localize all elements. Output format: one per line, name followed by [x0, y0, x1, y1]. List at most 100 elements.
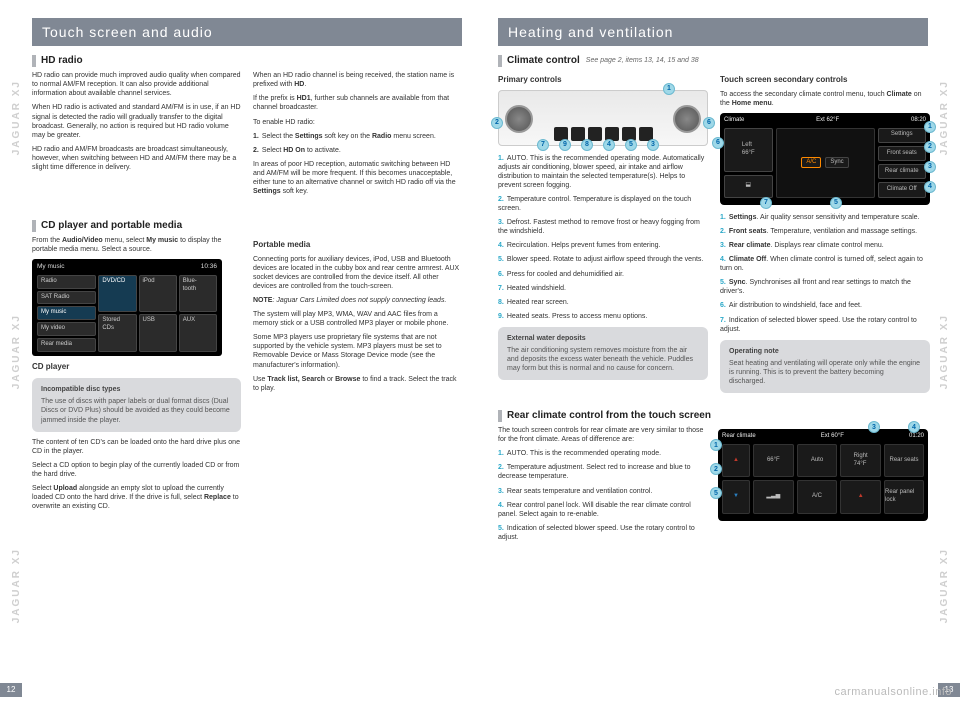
ts-rearclimate[interactable]: Rear climate — [878, 164, 927, 179]
rc-temp-up[interactable]: ▲ — [722, 444, 750, 478]
ts-left-temp[interactable]: Left 66°F — [724, 128, 773, 172]
section-sub: See page 2, items 13, 14, 15 and 38 — [586, 56, 699, 65]
screen-grid: DVD/CD iPod Blue- tooth Stored CDs USB A… — [98, 275, 217, 352]
ts-sync[interactable]: Sync — [825, 157, 848, 169]
primary-head: Primary controls — [498, 75, 708, 85]
rc-auto[interactable]: Auto — [797, 444, 838, 478]
rc-temp-up-r[interactable]: ▲ — [840, 480, 881, 514]
callout-bubble: 2 — [710, 463, 722, 475]
callout-bubble: 6 — [703, 117, 715, 129]
ts-dist-icon[interactable]: ⬓ — [724, 175, 773, 198]
cd-col-right: Portable media Connecting ports for auxi… — [253, 236, 462, 516]
section-hd-radio: HD radio — [32, 54, 462, 67]
list-item: 2.Temperature adjustment. Select red to … — [498, 463, 706, 481]
spread: JAGUAR XJ JAGUAR XJ JAGUAR XJ Touch scre… — [0, 0, 960, 703]
callout-bubble: 9 — [559, 139, 571, 151]
spine-left: JAGUAR XJ JAGUAR XJ JAGUAR XJ — [2, 0, 30, 703]
list-item: 3.Rear seats temperature and ventilation… — [498, 487, 706, 496]
rc-ac[interactable]: A/C — [797, 480, 838, 514]
rc-list: 1.AUTO. This is the recommended operatin… — [498, 449, 706, 542]
section-climate: Climate control See page 2, items 13, 14… — [498, 54, 928, 67]
ts-ac[interactable]: A/C — [801, 157, 821, 169]
hd-p1: HD radio can provide much improved audio… — [32, 71, 241, 98]
list-item: 2.Front seats. Temperature, ventilation … — [720, 227, 930, 236]
page-number-left: 12 — [0, 683, 22, 697]
pm-head: Portable media — [253, 240, 462, 250]
callout-bubble: 5 — [625, 139, 637, 151]
callout-bubble: 5 — [830, 197, 842, 209]
list-item: 4.Recirculation. Helps prevent fumes fro… — [498, 241, 708, 250]
tab-mymusic[interactable]: My music — [37, 306, 96, 320]
src-usb[interactable]: USB — [139, 314, 177, 352]
cd-p5: Select a CD option to begin play of the … — [32, 461, 241, 479]
warn-disc: Incompatible disc types The use of discs… — [32, 378, 241, 431]
list-item: 7.Heated windshield. — [498, 284, 708, 293]
section-cd: CD player and portable media — [32, 219, 462, 232]
spine-text: JAGUAR XJ — [938, 314, 951, 389]
rc-temp-dn[interactable]: ▼ — [722, 480, 750, 514]
rc-screen: Rear climate Ext 60°F 01:20 ▲ 66°F Auto … — [718, 429, 928, 521]
ts-head: Touch screen secondary controls — [720, 75, 930, 85]
rc-blower[interactable]: ▂▃▅ — [753, 480, 794, 514]
list-item: 3.Defrost. Fastest method to remove fros… — [498, 218, 708, 236]
hd-r4: In areas of poor HD reception, automatic… — [253, 160, 462, 196]
tab-sat[interactable]: SAT Radio — [37, 291, 96, 305]
page-left: JAGUAR XJ JAGUAR XJ JAGUAR XJ Touch scre… — [0, 0, 480, 703]
section-heading: CD player and portable media — [41, 219, 182, 232]
cd-caption: CD player — [32, 362, 241, 372]
src-aux[interactable]: AUX — [179, 314, 217, 352]
src-bt[interactable]: Blue- tooth — [179, 275, 217, 312]
right-dial — [673, 105, 701, 133]
spine-right: JAGUAR XJ JAGUAR XJ JAGUAR XJ — [930, 0, 958, 703]
ts-settings[interactable]: Settings — [878, 128, 927, 143]
src-ipod[interactable]: iPod — [139, 275, 177, 312]
callout-bubble: 2 — [924, 141, 936, 153]
hd-r3: To enable HD radio: — [253, 118, 462, 127]
pm-p2: The system will play MP3, WMA, WAV and A… — [253, 310, 462, 328]
list-item: 1.Settings. Air quality sensor sensitivi… — [720, 213, 930, 222]
tab-radio[interactable]: Radio — [37, 275, 96, 289]
ts-center: A/C Sync — [776, 128, 875, 198]
hd-p2: When HD radio is activated and standard … — [32, 103, 241, 139]
src-dvdcd[interactable]: DVD/CD — [98, 275, 136, 312]
section-heading: Climate control — [507, 54, 580, 67]
list-item: 6.Press for cooled and dehumidified air. — [498, 270, 708, 279]
left-dial — [505, 105, 533, 133]
ts-climateoff[interactable]: Climate Off — [878, 182, 927, 197]
list-item: 1.AUTO. This is the recommended operatin… — [498, 449, 706, 458]
cd-col-left: From the Audio/Video menu, select My mus… — [32, 236, 241, 516]
rc-rear-seats[interactable]: Rear seats — [884, 444, 924, 478]
cc-col-left: Primary controls 126798453 1.AUTO. This … — [498, 71, 708, 399]
section-heading: HD radio — [41, 54, 83, 67]
spine-text: JAGUAR XJ — [10, 80, 23, 155]
callout-bubble: 7 — [537, 139, 549, 151]
cc-columns: Primary controls 126798453 1.AUTO. This … — [498, 71, 928, 399]
page-right: JAGUAR XJ JAGUAR XJ JAGUAR XJ Heating an… — [480, 0, 960, 703]
tab-rearmedia[interactable]: Rear media — [37, 338, 96, 352]
src-stored[interactable]: Stored CDs — [98, 314, 136, 352]
callout-bubble: 5 — [710, 487, 722, 499]
callout-bubble: 1 — [663, 83, 675, 95]
ts-frontseats[interactable]: Front seats — [878, 146, 927, 161]
rc-left-temp: 66°F — [753, 444, 794, 478]
hd-r2: If the prefix is HD1, further sub channe… — [253, 94, 462, 112]
pm-p1: Connecting ports for auxiliary devices, … — [253, 255, 462, 291]
list-item: 5.Indication of selected blower speed. U… — [498, 524, 706, 542]
pm-note: NOTE: Jaguar Cars Limited does not suppl… — [253, 296, 462, 305]
pm-p4: Use Track list, Search or Browse to find… — [253, 375, 462, 393]
callout-bubble: 4 — [924, 181, 936, 193]
list-item: 4.Rear control panel lock. Will disable … — [498, 501, 706, 519]
list-item: 8.Heated rear screen. — [498, 298, 708, 307]
screen-side-tabs: Radio SAT Radio My music My video Rear m… — [37, 275, 96, 352]
callout-bubble: 3 — [868, 421, 880, 433]
tab-myvideo[interactable]: My video — [37, 322, 96, 336]
list-item: 4.Climate Off. When climate control is t… — [720, 255, 930, 273]
callout-bubble: 8 — [581, 139, 593, 151]
cd-p4: The content of ten CD's can be loaded on… — [32, 438, 241, 456]
hd-col-right: When an HD radio channel is being receiv… — [253, 71, 462, 201]
spine-text: JAGUAR XJ — [938, 548, 951, 623]
list-item: 6.Air distribution to windshield, face a… — [720, 301, 930, 310]
callout-bubble: 1 — [710, 439, 722, 451]
rc-panel-lock[interactable]: Rear panel lock — [884, 480, 924, 514]
page-title-right: Heating and ventilation — [498, 18, 928, 46]
